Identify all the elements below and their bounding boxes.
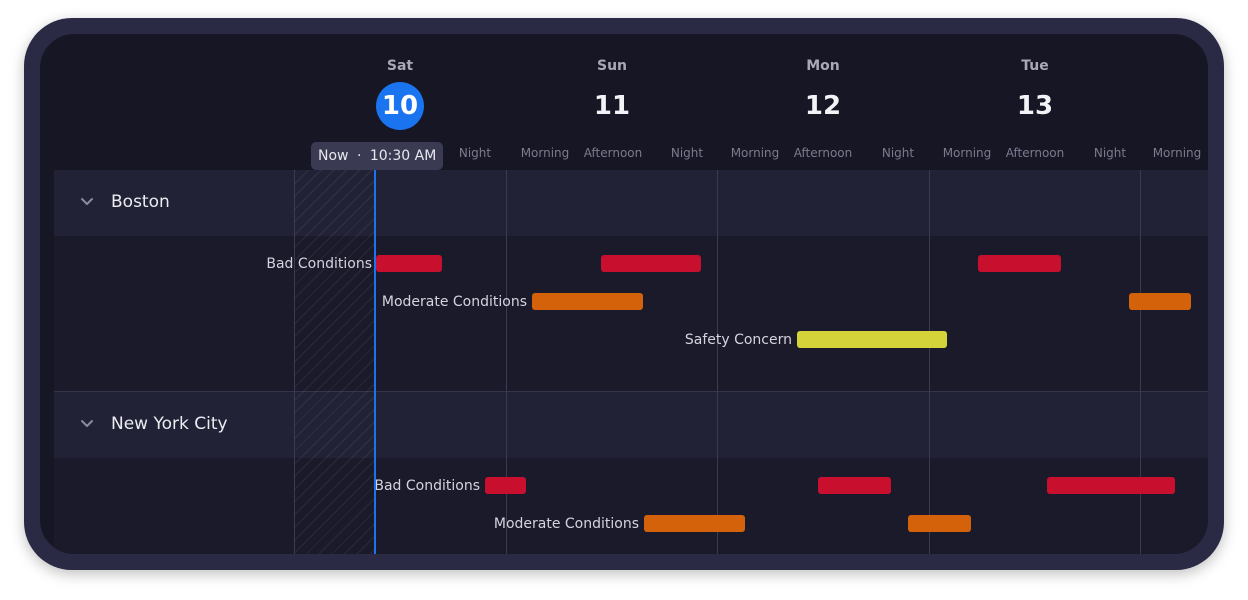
timeline-screen: Sat 10 Sun 11 Mon 12 Tue 13 Night Mornin… bbox=[40, 34, 1208, 554]
period-label: Afternoon bbox=[583, 146, 643, 160]
now-indicator-badge: Now · 10:30 AM bbox=[311, 142, 444, 170]
event-bar-bad[interactable] bbox=[1047, 477, 1175, 494]
period-label: Afternoon bbox=[793, 146, 853, 160]
period-label: Morning bbox=[730, 146, 780, 160]
event-bar-bad[interactable] bbox=[601, 255, 701, 272]
day-number[interactable]: 13 bbox=[1016, 91, 1054, 121]
group-divider bbox=[54, 391, 1208, 392]
event-bar-bad[interactable] bbox=[485, 477, 526, 494]
event-bar-bad[interactable] bbox=[978, 255, 1061, 272]
period-label: Night bbox=[881, 146, 915, 160]
period-label: Night bbox=[458, 146, 492, 160]
now-separator: · bbox=[356, 148, 362, 164]
day-column-mon[interactable]: Mon 12 bbox=[783, 56, 863, 130]
row-label-safety-concern: Safety Concern bbox=[684, 332, 792, 348]
day-gridline bbox=[506, 170, 507, 554]
event-bar-moderate[interactable] bbox=[532, 293, 643, 310]
device-frame: Sat 10 Sun 11 Mon 12 Tue 13 Night Mornin… bbox=[24, 18, 1224, 570]
period-label: Night bbox=[670, 146, 704, 160]
row-label-bad-conditions: Bad Conditions bbox=[374, 478, 480, 494]
event-bar-bad[interactable] bbox=[376, 255, 442, 272]
timeline-body: Boston New York City Bad Conditions bbox=[54, 170, 1208, 554]
now-line bbox=[374, 170, 376, 554]
event-bar-bad[interactable] bbox=[818, 477, 891, 494]
row-label-bad-conditions: Bad Conditions bbox=[266, 256, 372, 272]
event-bar-moderate[interactable] bbox=[1129, 293, 1191, 310]
group-title: Boston bbox=[111, 192, 170, 212]
period-label: Morning bbox=[1152, 146, 1202, 160]
group-header-boston[interactable]: Boston bbox=[54, 170, 1208, 236]
day-column-sat[interactable]: Sat 10 bbox=[360, 56, 440, 130]
day-column-sun[interactable]: Sun 11 bbox=[572, 56, 652, 130]
day-name: Sat bbox=[386, 58, 414, 74]
event-bar-moderate[interactable] bbox=[644, 515, 745, 532]
period-label: Night bbox=[1093, 146, 1127, 160]
day-number[interactable]: 11 bbox=[593, 91, 631, 121]
day-number-today[interactable]: 10 bbox=[376, 82, 424, 130]
day-name: Sun bbox=[596, 58, 628, 74]
row-label-moderate-conditions: Moderate Conditions bbox=[381, 294, 527, 310]
chevron-down-icon[interactable] bbox=[78, 415, 96, 433]
event-bar-moderate[interactable] bbox=[908, 515, 971, 532]
group-rows-new-york-city bbox=[54, 458, 1208, 554]
period-label: Morning bbox=[942, 146, 992, 160]
past-time-shading bbox=[294, 170, 374, 554]
period-label: Morning bbox=[520, 146, 570, 160]
day-gridline bbox=[1140, 170, 1141, 554]
day-name: Tue bbox=[1021, 58, 1049, 74]
group-title: New York City bbox=[111, 414, 228, 434]
row-label-moderate-conditions: Moderate Conditions bbox=[493, 516, 639, 532]
now-label: Now bbox=[318, 148, 349, 164]
day-number[interactable]: 12 bbox=[804, 91, 842, 121]
day-name: Mon bbox=[806, 58, 840, 74]
chevron-down-icon[interactable] bbox=[78, 193, 96, 211]
day-gridline bbox=[929, 170, 930, 554]
period-label: Afternoon bbox=[1005, 146, 1065, 160]
timeline-header: Sat 10 Sun 11 Mon 12 Tue 13 Night Mornin… bbox=[40, 34, 1208, 172]
day-column-tue[interactable]: Tue 13 bbox=[995, 56, 1075, 130]
group-header-new-york-city[interactable]: New York City bbox=[54, 392, 1208, 458]
day-gridline bbox=[717, 170, 718, 554]
now-time: 10:30 AM bbox=[369, 148, 437, 164]
event-bar-safety[interactable] bbox=[797, 331, 947, 348]
